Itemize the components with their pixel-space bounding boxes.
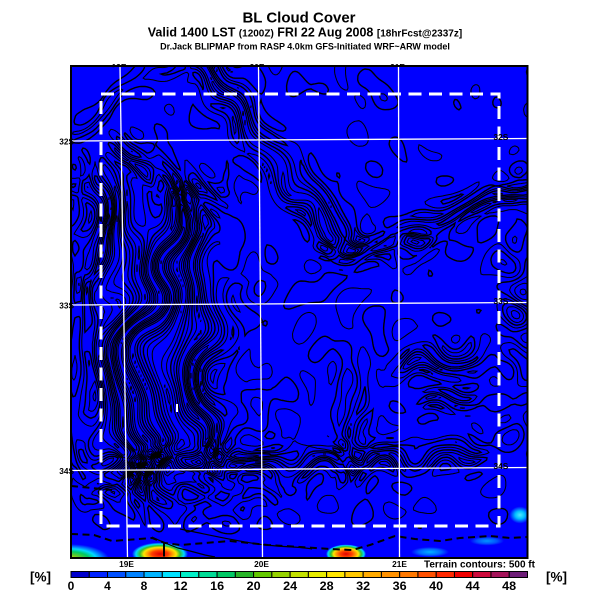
svg-text:36: 36 <box>393 579 407 593</box>
svg-text:16: 16 <box>210 579 224 593</box>
svg-text:20E: 20E <box>254 559 269 569</box>
svg-text:48: 48 <box>502 579 516 593</box>
svg-text:12: 12 <box>174 579 188 593</box>
svg-text:32: 32 <box>356 579 370 593</box>
svg-text:34S: 34S <box>59 466 74 476</box>
svg-text:21E: 21E <box>392 559 407 569</box>
svg-text:24: 24 <box>283 579 297 593</box>
svg-text:BL Cloud Cover: BL Cloud Cover <box>242 10 355 27</box>
svg-text:33S: 33S <box>59 301 74 311</box>
svg-text:40: 40 <box>429 579 443 593</box>
svg-text:8: 8 <box>141 579 148 593</box>
svg-text:Valid 1400 LST (1200Z) FRI 22: Valid 1400 LST (1200Z) FRI 22 Aug 2008 [… <box>148 26 462 40</box>
svg-text:0: 0 <box>68 579 75 593</box>
svg-text:[%]: [%] <box>546 570 567 585</box>
svg-text:4: 4 <box>104 579 111 593</box>
svg-text:Terrain contours: 500 ft: Terrain contours: 500 ft <box>424 560 536 571</box>
svg-text:20: 20 <box>247 579 261 593</box>
svg-text:28: 28 <box>320 579 334 593</box>
svg-text:Dr.Jack BLIPMAP from RASP 4.0k: Dr.Jack BLIPMAP from RASP 4.0km GFS-Init… <box>160 42 450 52</box>
svg-text:32S: 32S <box>59 137 74 147</box>
svg-text:34S: 34S <box>494 461 509 471</box>
svg-text:32S: 32S <box>494 132 509 142</box>
svg-text:19E: 19E <box>119 559 134 569</box>
svg-text:33S: 33S <box>494 296 509 306</box>
svg-text:44: 44 <box>466 579 480 593</box>
svg-text:[%]: [%] <box>30 570 51 585</box>
